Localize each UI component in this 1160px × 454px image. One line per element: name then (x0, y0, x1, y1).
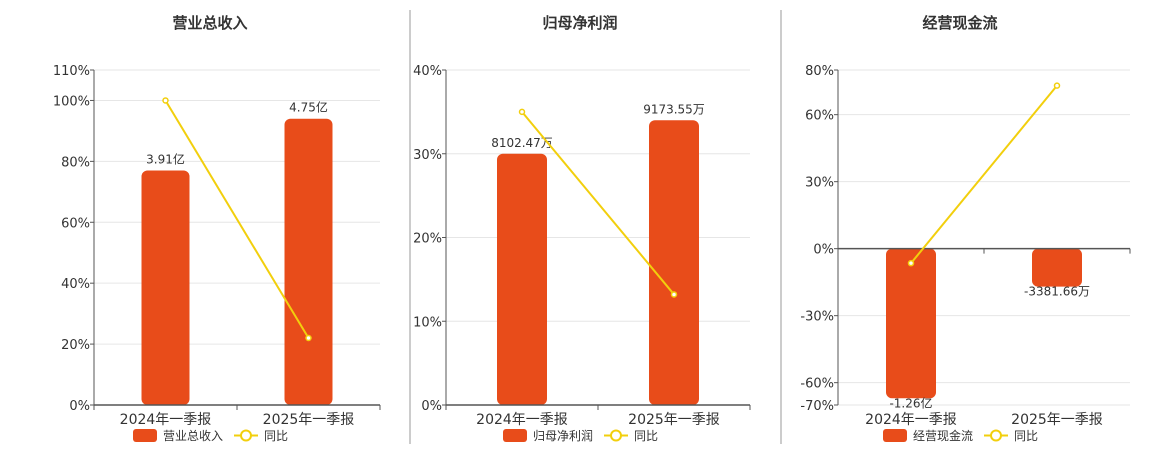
yoy-point (907, 259, 915, 267)
y-tick-label: 40% (61, 277, 90, 292)
chart-plot-area: 0% 20% 40% 60% 80% 100% 110% 3.91亿 4.75亿 2024年一季报… (53, 64, 381, 428)
bar (497, 153, 547, 405)
legend-bar-label: 经营现金流 (913, 428, 973, 443)
legend-bar-label: 营业总收入 (163, 429, 223, 443)
legend[interactable]: 营业总收入 同比 (133, 429, 288, 443)
bar-data-label: 9173.55万 (643, 102, 705, 116)
y-tick-label: 30% (413, 148, 442, 163)
yoy-point (670, 291, 678, 298)
y-tick-label: 0% (813, 243, 834, 258)
legend-line-label: 同比 (264, 429, 288, 443)
y-tick-label: -70% (800, 399, 834, 414)
y-tick-label: 0% (421, 399, 442, 414)
chart-title: 归母净利润 (542, 14, 617, 32)
bar-data-label: 3.91亿 (146, 152, 185, 167)
y-tick-label: 110% (53, 64, 90, 79)
bar-data-label: -1.26亿 (889, 395, 932, 410)
yoy-line (164, 99, 310, 339)
legend-line-marker (240, 429, 252, 442)
yoy-point (1053, 82, 1061, 89)
bar (886, 248, 936, 399)
bar (1032, 248, 1082, 287)
legend-bar-swatch (133, 429, 157, 442)
legend-line-label: 同比 (1014, 429, 1038, 443)
legend[interactable]: 经营现金流 同比 (883, 428, 1038, 443)
y-tick-label: 0% (69, 399, 90, 414)
yoy-line (910, 84, 1058, 264)
legend-line-marker (990, 429, 1002, 442)
yoy-point (305, 334, 312, 342)
x-category-label: 2025年一季报 (1011, 412, 1103, 428)
chart-title: 经营现金流 (922, 14, 997, 32)
bar-data-label: 4.75亿 (289, 100, 328, 115)
y-tick-label: -30% (800, 310, 834, 325)
y-tick-label: 100% (53, 94, 90, 109)
yoy-point (518, 108, 526, 116)
legend-line-marker (610, 429, 622, 442)
bar (284, 118, 333, 406)
y-tick-label: -60% (800, 377, 834, 392)
y-tick-label: 80% (61, 155, 90, 170)
chart-title: 营业总收入 (172, 14, 247, 32)
x-category-label: 2025年一季报 (628, 412, 720, 428)
chart-plot-area: -70% -60% -30% 0% 30% 60% 80% -1.26亿 -3381.66万 20… (800, 64, 1131, 428)
bar-data-label: -3381.66万 (1024, 285, 1090, 299)
legend-line-label: 同比 (634, 429, 658, 443)
y-tick-label: 60% (61, 216, 90, 231)
y-tick-label: 10% (413, 315, 442, 330)
y-tick-label: 60% (805, 109, 834, 124)
legend[interactable]: 归母净利润 同比 (503, 429, 658, 443)
yoy-point (162, 97, 169, 104)
x-category-label: 2025年一季报 (263, 412, 355, 428)
y-tick-label: 30% (805, 176, 834, 191)
x-category-label: 2024年一季报 (120, 412, 212, 428)
chart-panel-net-profit: 归母净利润 归母净利润 同比 (503, 14, 658, 443)
yoy-line (521, 111, 675, 296)
y-tick-label: 20% (413, 232, 442, 247)
chart-panel-revenue: 营业总收入 营业总收入 同比 (133, 14, 288, 443)
bar (649, 120, 699, 405)
legend-bar-swatch (883, 429, 907, 442)
chart-plot-area: 0% 10% 20% 30% 40% 8102.47万 9173.55万 2024年一季报 20… (413, 64, 751, 428)
legend-bar-label: 归母净利润 (533, 429, 593, 443)
y-tick-label: 20% (61, 338, 90, 353)
chart-panel-operating-cash-flow: 经营现金流 经营现金流 同比 (883, 14, 1038, 443)
y-tick-label: 40% (413, 64, 442, 79)
y-tick-label: 80% (805, 64, 834, 79)
legend-bar-swatch (503, 429, 527, 442)
bar (141, 170, 190, 405)
bar-data-label: 8102.47万 (491, 136, 553, 150)
x-category-label: 2024年一季报 (476, 412, 568, 428)
x-category-label: 2024年一季报 (865, 412, 957, 428)
